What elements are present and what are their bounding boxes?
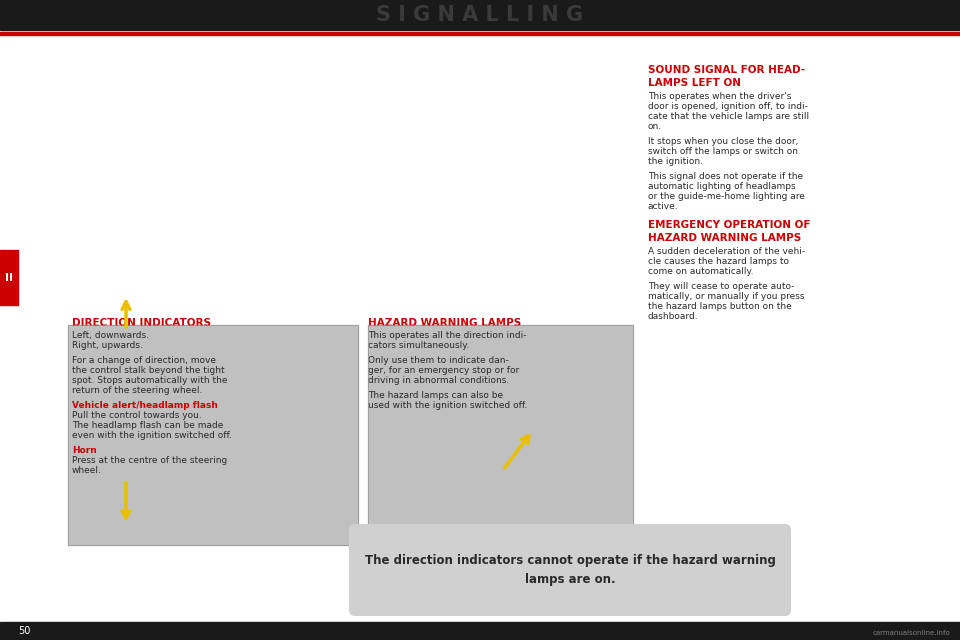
Text: Right, upwards.: Right, upwards.	[72, 341, 143, 350]
Text: cators simultaneously.: cators simultaneously.	[368, 341, 469, 350]
Text: The headlamp flash can be made: The headlamp flash can be made	[72, 421, 224, 430]
Text: return of the steering wheel.: return of the steering wheel.	[72, 386, 203, 395]
Text: Pull the control towards you.: Pull the control towards you.	[72, 411, 202, 420]
Text: Vehicle alert/headlamp flash: Vehicle alert/headlamp flash	[72, 401, 218, 410]
Text: come on automatically.: come on automatically.	[648, 267, 754, 276]
Text: Only use them to indicate dan-: Only use them to indicate dan-	[368, 356, 509, 365]
Text: matically, or manually if you press: matically, or manually if you press	[648, 292, 804, 301]
Bar	[0, 32, 960, 35]
Text: Horn: Horn	[72, 446, 97, 455]
Text: dashboard.: dashboard.	[648, 312, 699, 321]
Text: SOUND SIGNAL FOR HEAD-
LAMPS LEFT ON: SOUND SIGNAL FOR HEAD- LAMPS LEFT ON	[648, 65, 805, 88]
Bar	[68, 325, 358, 545]
Text: 50: 50	[18, 626, 31, 636]
Text: This operates when the driver's: This operates when the driver's	[648, 92, 791, 101]
Text: S I G N A L L I N G: S I G N A L L I N G	[376, 5, 584, 25]
Text: even with the ignition switched off.: even with the ignition switched off.	[72, 431, 232, 440]
Bar	[0, 0, 960, 30]
Bar	[368, 325, 633, 545]
Text: automatic lighting of headlamps: automatic lighting of headlamps	[648, 182, 796, 191]
Text: Left, downwards.: Left, downwards.	[72, 331, 149, 340]
Text: or the guide-me-home lighting are: or the guide-me-home lighting are	[648, 192, 804, 201]
FancyBboxPatch shape	[349, 524, 791, 616]
Text: the control stalk beyond the tight: the control stalk beyond the tight	[72, 366, 225, 375]
Text: They will cease to operate auto-: They will cease to operate auto-	[648, 282, 794, 291]
Text: driving in abnormal conditions.: driving in abnormal conditions.	[368, 376, 509, 385]
Text: used with the ignition switched off.: used with the ignition switched off.	[368, 401, 527, 410]
Bar	[368, 325, 633, 545]
Text: on.: on.	[648, 122, 662, 131]
Text: This signal does not operate if the: This signal does not operate if the	[648, 172, 804, 181]
Bar	[0, 622, 960, 640]
Text: the hazard lamps button on the: the hazard lamps button on the	[648, 302, 792, 311]
Text: DIRECTION INDICATORS: DIRECTION INDICATORS	[72, 318, 211, 328]
Text: door is opened, ignition off, to indi-: door is opened, ignition off, to indi-	[648, 102, 808, 111]
Text: EMERGENCY OPERATION OF
HAZARD WARNING LAMPS: EMERGENCY OPERATION OF HAZARD WARNING LA…	[648, 220, 810, 243]
Text: HAZARD WARNING LAMPS: HAZARD WARNING LAMPS	[368, 318, 521, 328]
Text: This operates all the direction indi-: This operates all the direction indi-	[368, 331, 526, 340]
Text: the ignition.: the ignition.	[648, 157, 703, 166]
Text: cate that the vehicle lamps are still: cate that the vehicle lamps are still	[648, 112, 809, 121]
Bar	[68, 325, 358, 545]
Text: For a change of direction, move: For a change of direction, move	[72, 356, 216, 365]
Text: It stops when you close the door,: It stops when you close the door,	[648, 137, 799, 146]
Text: ger, for an emergency stop or for: ger, for an emergency stop or for	[368, 366, 519, 375]
Text: A sudden deceleration of the vehi-: A sudden deceleration of the vehi-	[648, 247, 805, 256]
Text: carmanualsonline.info: carmanualsonline.info	[873, 630, 950, 636]
Text: The hazard lamps can also be: The hazard lamps can also be	[368, 391, 503, 400]
Text: switch off the lamps or switch on: switch off the lamps or switch on	[648, 147, 798, 156]
Text: cle causes the hazard lamps to: cle causes the hazard lamps to	[648, 257, 789, 266]
Text: The direction indicators cannot operate if the hazard warning
lamps are on.: The direction indicators cannot operate …	[365, 554, 776, 586]
Bar	[0, 250, 18, 305]
Text: wheel.: wheel.	[72, 466, 102, 475]
Text: spot. Stops automatically with the: spot. Stops automatically with the	[72, 376, 228, 385]
Text: II: II	[5, 273, 13, 283]
Text: active.: active.	[648, 202, 679, 211]
Text: Press at the centre of the steering: Press at the centre of the steering	[72, 456, 228, 465]
